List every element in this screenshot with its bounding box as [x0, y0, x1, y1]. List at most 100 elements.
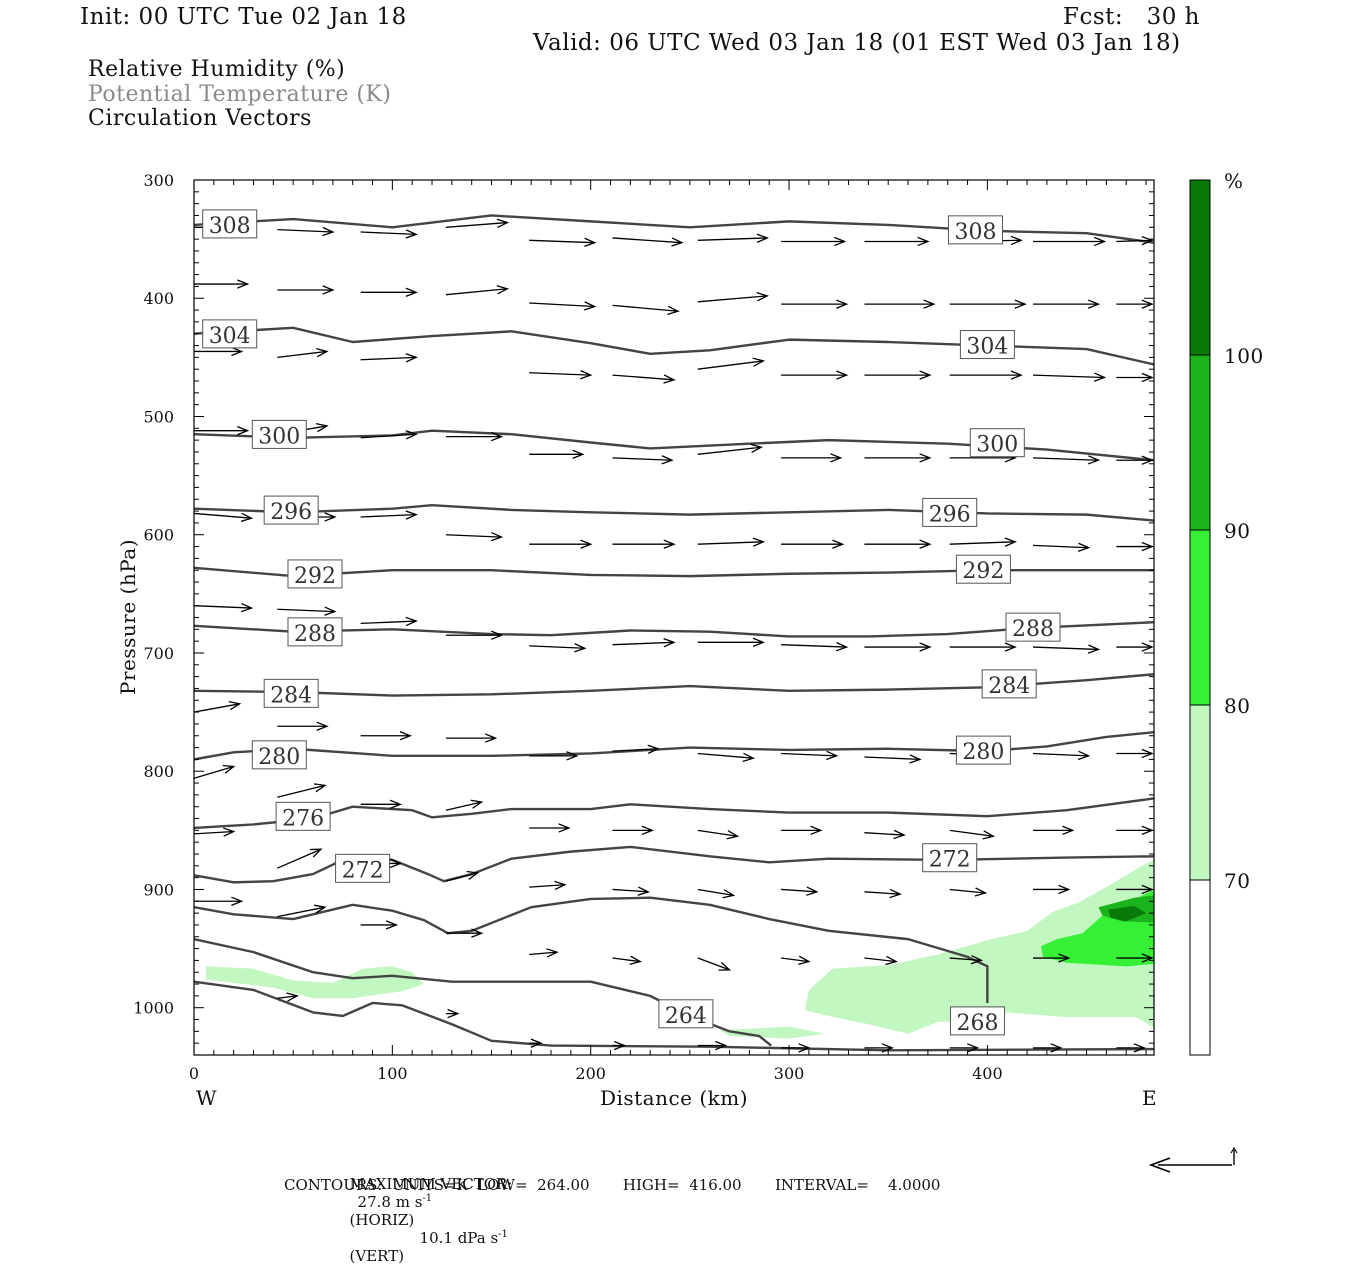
vector-head	[836, 370, 849, 380]
vector-arrow	[864, 236, 930, 247]
vector-head	[1058, 884, 1071, 895]
vector-head	[752, 637, 766, 648]
contour-label-box	[969, 428, 1025, 458]
vector-arrow	[612, 455, 674, 465]
y-tick-label: 1000	[133, 999, 174, 1018]
max-vector-vert: 10.1 dPa s	[419, 1229, 499, 1247]
vector-head	[322, 285, 335, 295]
colorbar-segment	[1189, 879, 1211, 1056]
vector-shaft	[864, 957, 897, 963]
vector-arrow	[1116, 953, 1154, 963]
vector-arrow	[360, 229, 418, 239]
vector-head	[1141, 235, 1154, 246]
vector-head	[810, 825, 823, 836]
vector-arrow	[1032, 542, 1091, 552]
field-label-theta: Potential Temperature (K)	[88, 82, 392, 107]
vector-shaft	[781, 888, 817, 893]
vector-arrow	[360, 287, 418, 298]
vector-head	[237, 279, 250, 289]
vector-arrow	[529, 370, 593, 380]
vector-shaft	[1032, 544, 1089, 549]
vector-shaft	[697, 957, 730, 971]
vector-shaft	[1032, 374, 1105, 379]
vector-arrow	[529, 880, 567, 891]
contour-label: 288	[287, 617, 343, 647]
vector-arrow	[1033, 1043, 1063, 1053]
vector-arrow	[360, 510, 418, 520]
contour-label-text: 292	[962, 559, 1004, 584]
circulation-vectors	[194, 218, 1154, 1053]
vector-head	[715, 1040, 728, 1051]
vector-head	[316, 422, 329, 433]
theta-contour-292	[194, 566, 1154, 578]
vector-arrow	[1032, 750, 1091, 761]
contour-label-box	[658, 999, 714, 1029]
vector-head	[566, 751, 579, 761]
vector-arrow	[1116, 299, 1154, 309]
theta-contour-264	[194, 937, 772, 1047]
theta-contour-308	[194, 214, 1154, 244]
vector-arrow	[1033, 825, 1075, 836]
vector-head	[313, 904, 327, 914]
vector-head	[970, 954, 984, 965]
x-tick-label: 400	[972, 1064, 1003, 1083]
contour-label: 300	[251, 419, 307, 449]
vector-head	[1141, 953, 1154, 963]
vector-head	[671, 237, 684, 247]
colorbar-label: 90	[1224, 519, 1250, 543]
contour-label: 296	[922, 497, 978, 527]
vector-arrow	[697, 1040, 728, 1051]
vector-arrow	[1116, 541, 1154, 552]
vector-arrow	[1033, 299, 1101, 309]
vector-head	[405, 430, 418, 440]
vector-shaft	[949, 541, 1016, 545]
vector-head	[572, 449, 585, 460]
vector-arrow	[612, 886, 650, 896]
vector-arrow	[781, 642, 849, 652]
y-axis-label: Pressure (hPa)	[116, 539, 140, 695]
contour-label: 308	[202, 209, 258, 239]
vector-head	[399, 731, 412, 741]
vector-head	[485, 733, 498, 743]
vector-arrow	[781, 453, 843, 463]
colorbar-label: 80	[1224, 694, 1250, 718]
contour-label: 300	[969, 428, 1025, 458]
vector-arrow	[1033, 236, 1107, 247]
vector-shaft	[1032, 457, 1099, 461]
vector-head	[316, 721, 329, 731]
colorbar-label: 100	[1224, 344, 1264, 368]
vector-head	[470, 799, 484, 809]
vector-arrow	[1032, 372, 1107, 382]
vector-shaft	[360, 356, 417, 361]
vector-arrow	[529, 237, 597, 247]
vector-arrow	[781, 1043, 811, 1053]
contour-label: 292	[287, 559, 343, 589]
vector-head	[584, 237, 597, 247]
contour-label: 292	[955, 554, 1011, 584]
vector-head	[919, 539, 932, 549]
vector-head	[554, 880, 567, 891]
contour-label-text: 264	[665, 1004, 707, 1029]
rh-region-70	[719, 1026, 825, 1039]
vector-head	[982, 830, 996, 840]
vector-head	[240, 512, 254, 523]
vector-head	[974, 887, 988, 897]
vector-head	[490, 630, 504, 640]
vector-head	[530, 1038, 543, 1048]
contour-label-text: 280	[962, 740, 1004, 765]
vector-arrow	[529, 1038, 543, 1048]
vector-head	[1004, 642, 1017, 652]
vector-shaft	[529, 645, 585, 649]
vector-arrow	[697, 829, 740, 840]
colorbar-label: 70	[1224, 869, 1250, 893]
vector-head	[1014, 299, 1027, 309]
vector-head	[1050, 1043, 1063, 1053]
contour-label-box	[947, 215, 1003, 245]
vector-arrow	[1116, 235, 1154, 246]
vector-head	[637, 886, 650, 896]
vector-head	[742, 752, 756, 763]
vector-arrow	[949, 370, 1023, 380]
vector-arrow	[949, 829, 996, 840]
vector-arrow	[612, 955, 643, 965]
vector-arrow	[612, 638, 676, 648]
